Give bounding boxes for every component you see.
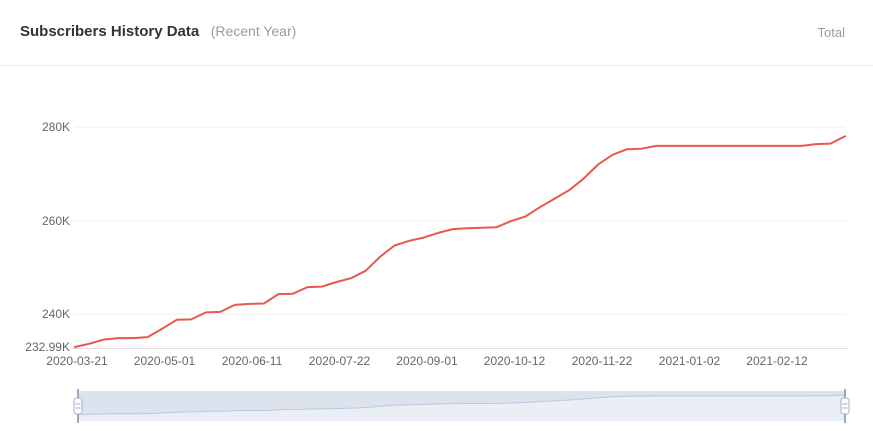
x-tick-label: 2020-07-22 <box>308 354 371 368</box>
x-tick-label: 2021-02-12 <box>746 354 808 368</box>
subscribers-line[interactable] <box>74 135 846 348</box>
series-total-label: Total <box>817 25 845 40</box>
slider-right-grip-icon[interactable] <box>840 397 850 415</box>
x-tick-label: 2020-11-22 <box>571 354 633 368</box>
x-tick-label: 2020-09-01 <box>396 354 458 368</box>
x-tick-label: 2020-06-11 <box>221 354 283 368</box>
date-range-slider[interactable] <box>73 389 850 423</box>
y-tick-label: 232.99K <box>25 340 70 354</box>
slider-shadow-line <box>78 394 845 415</box>
slider-left-handle[interactable] <box>73 389 83 423</box>
slider-left-grip-icon[interactable] <box>73 397 83 415</box>
slider-right-handle[interactable] <box>840 389 850 423</box>
gridlines <box>75 126 845 315</box>
slider-shadow-area <box>78 391 845 415</box>
chart-subtitle: (Recent Year) <box>210 23 297 39</box>
y-tick-label: 240K <box>41 307 70 322</box>
y-tick-label: 260K <box>41 213 70 228</box>
card-header: Subscribers History Data (Recent Year) T… <box>0 0 873 66</box>
page-title: Subscribers History Data (Recent Year) <box>20 23 296 41</box>
x-tick-label: 2020-05-01 <box>133 354 196 368</box>
chart-title: Subscribers History Data <box>20 23 200 40</box>
x-tick-label: 2021-01-02 <box>658 354 721 368</box>
slider-data-shadow <box>78 391 845 415</box>
x-tick-label: 2020-10-12 <box>483 354 546 368</box>
y-tick-label: 280K <box>41 120 70 135</box>
x-tick-label: 2020-03-21 <box>46 354 108 368</box>
